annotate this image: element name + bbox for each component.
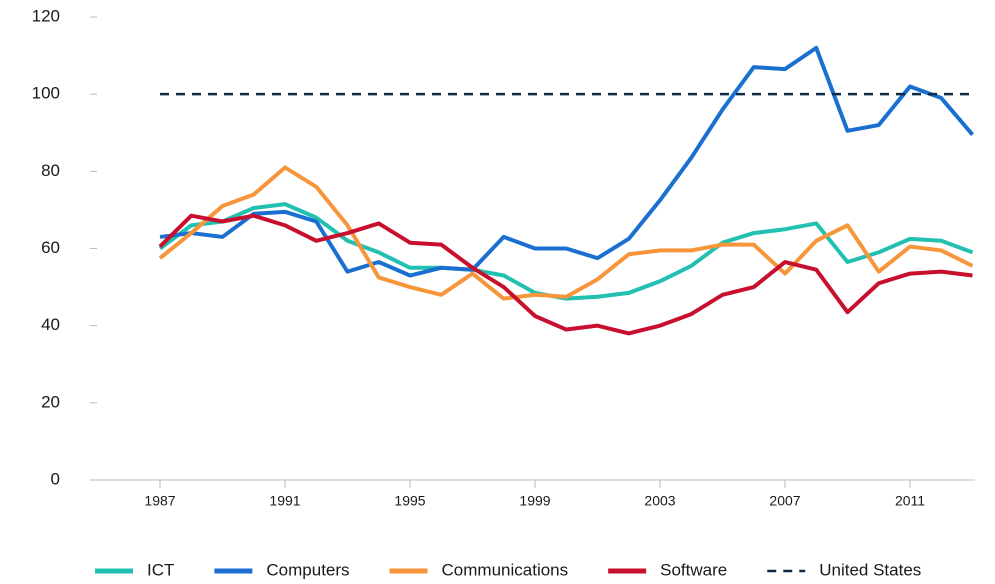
x-tick-label: 1995 (394, 493, 425, 509)
y-tick-label: 80 (41, 161, 60, 180)
x-tick-label: 2003 (644, 493, 675, 509)
y-tick-label: 40 (41, 315, 60, 334)
y-tick-label: 120 (32, 6, 60, 25)
x-tick-label: 1987 (144, 493, 175, 509)
x-tick-label: 1991 (269, 493, 300, 509)
y-tick-label: 60 (41, 238, 60, 257)
x-tick-label: 2011 (895, 493, 925, 509)
series-line (158, 213, 973, 336)
y-tick-label: 0 (51, 469, 60, 488)
x-tick-label: 2007 (769, 493, 800, 509)
legend-label: United States (819, 560, 921, 579)
legend-label: Communications (442, 560, 569, 579)
y-tick-label: 100 (32, 84, 60, 103)
series-line (159, 45, 975, 278)
legend-label: Computers (266, 560, 349, 579)
legend-label: ICT (147, 560, 174, 579)
x-tick-label: 1999 (519, 493, 550, 509)
y-tick-label: 20 (41, 392, 60, 411)
series-line (158, 165, 974, 301)
legend-label: Software (660, 560, 727, 579)
series-line (158, 202, 974, 301)
